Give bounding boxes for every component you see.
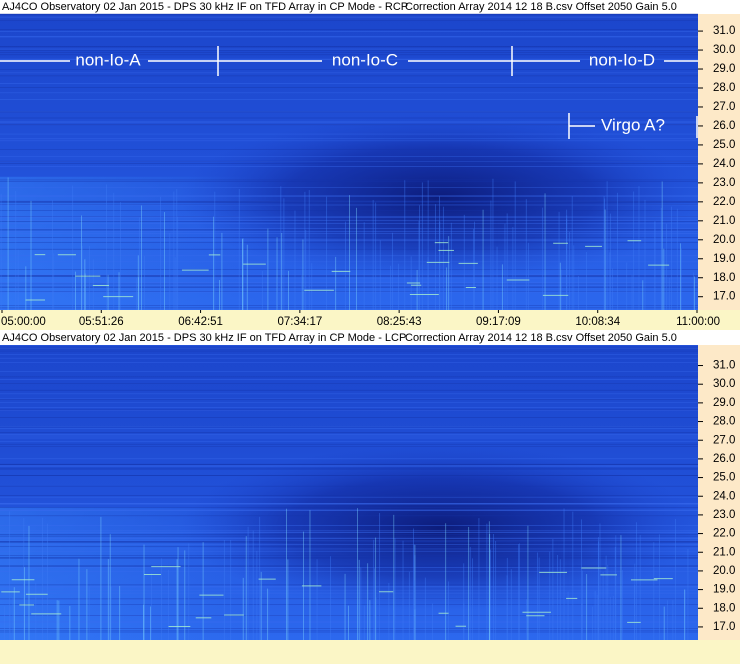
y-tick-label: 30.0	[713, 378, 735, 390]
y-tick-label: 25.0	[713, 139, 735, 151]
y-tick-label: 25.0	[713, 472, 735, 484]
y-tick-label: 22.0	[713, 528, 735, 540]
y-tick-label: 23.0	[713, 509, 735, 521]
y-tick-label: 28.0	[713, 82, 735, 94]
y-tick-label: 17.0	[713, 621, 735, 633]
y-tick-label: 26.0	[713, 453, 735, 465]
chart-subtitle: Correction Array 2014 12 18 B.csv Offset…	[405, 1, 677, 13]
y-tick-label: 20.0	[713, 565, 735, 577]
y-tick-label: 17.0	[713, 291, 735, 303]
y-tick-label: 19.0	[713, 584, 735, 596]
noise	[0, 13, 698, 310]
y-tick-label: 28.0	[713, 416, 735, 428]
x-tick-label: 06:42:51	[178, 316, 223, 328]
y-tick-label: 19.0	[713, 253, 735, 265]
x-axis-area	[0, 310, 740, 330]
x-tick-label: 07:34:17	[277, 316, 322, 328]
chart-subtitle: Correction Array 2014 12 18 B.csv Offset…	[405, 332, 677, 344]
y-tick-label: 21.0	[713, 215, 735, 227]
title-bar	[0, 0, 740, 14]
y-tick-label: 23.0	[713, 177, 735, 189]
annotation: non-Io-C	[332, 50, 398, 69]
x-tick-label: 09:17:09	[476, 316, 521, 328]
chart-title: AJ4CO Observatory 02 Jan 2015 - DPS 30 k…	[2, 1, 408, 13]
annotation: non-Io-D	[589, 50, 655, 69]
y-tick-label: 29.0	[713, 397, 735, 409]
y-tick-label: 30.0	[713, 44, 735, 56]
x-axis-area	[0, 640, 740, 664]
y-tick-label: 27.0	[713, 434, 735, 446]
y-tick-label: 22.0	[713, 196, 735, 208]
y-axis-area	[698, 345, 740, 640]
x-tick-label: 08:25:43	[377, 316, 422, 328]
x-tick-label: 05:51:26	[79, 316, 124, 328]
annotation: Virgo A?	[601, 115, 665, 134]
x-tick-label: 05:00:00	[1, 316, 46, 328]
y-tick-label: 21.0	[713, 546, 735, 558]
x-tick-label: 11:00:00	[676, 316, 720, 328]
chart-title: AJ4CO Observatory 02 Jan 2015 - DPS 30 k…	[2, 332, 406, 344]
y-tick-label: 31.0	[713, 360, 735, 372]
y-tick-label: 24.0	[713, 158, 735, 170]
noise	[0, 344, 698, 640]
y-axis-area	[698, 14, 740, 310]
y-tick-label: 18.0	[713, 602, 735, 614]
y-tick-label: 31.0	[713, 25, 735, 37]
y-tick-label: 27.0	[713, 101, 735, 113]
y-tick-label: 29.0	[713, 63, 735, 75]
y-tick-label: 26.0	[713, 120, 735, 132]
y-tick-label: 20.0	[713, 234, 735, 246]
x-tick-label: 10:08:34	[575, 316, 620, 328]
title-bar	[0, 331, 740, 345]
y-tick-label: 18.0	[713, 272, 735, 284]
annotation: non-Io-A	[75, 50, 141, 69]
y-tick-label: 24.0	[713, 490, 735, 502]
